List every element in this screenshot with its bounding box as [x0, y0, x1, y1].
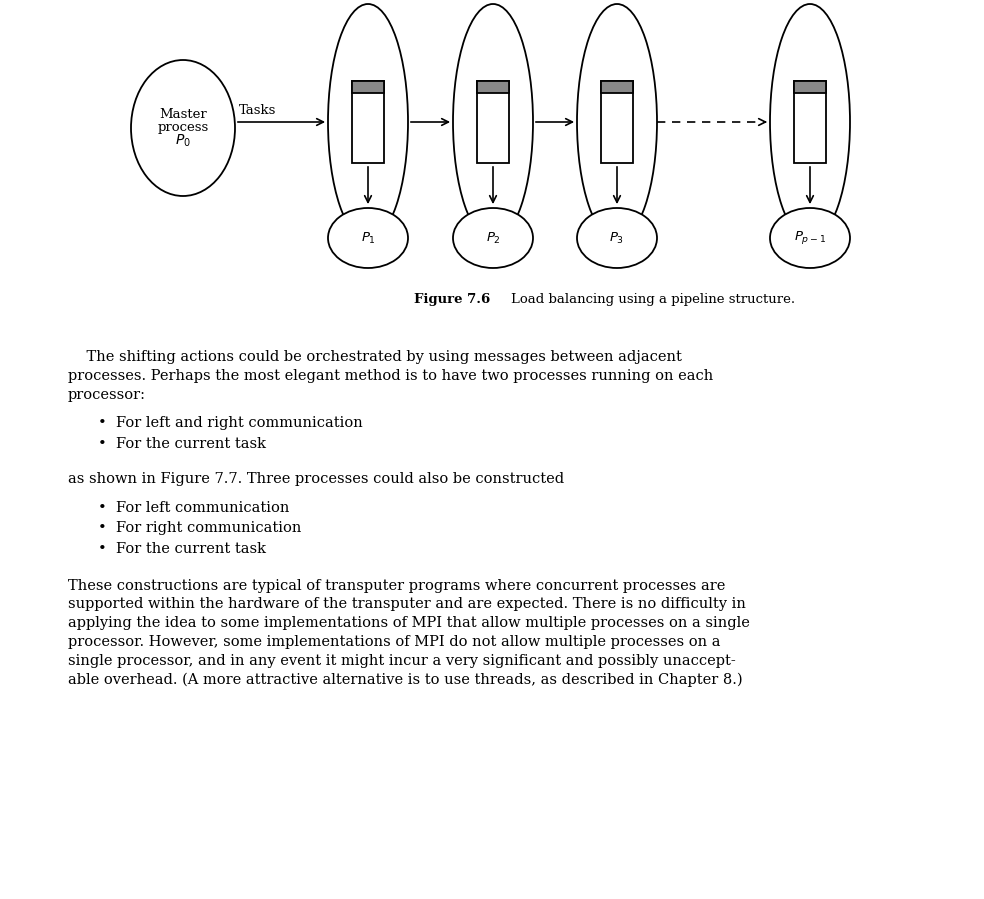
Bar: [352, 81, 384, 163]
Ellipse shape: [770, 4, 850, 240]
Text: $P_0$: $P_0$: [175, 133, 191, 149]
Text: supported within the hardware of the transputer and are expected. There is no di: supported within the hardware of the tra…: [68, 598, 746, 611]
Ellipse shape: [770, 208, 850, 268]
Ellipse shape: [577, 208, 657, 268]
Bar: [794, 81, 826, 93]
Bar: [477, 81, 509, 93]
Text: $P_1$: $P_1$: [360, 230, 376, 245]
Text: $P_2$: $P_2$: [485, 230, 501, 245]
Text: processor. However, some implementations of MPI do not allow multiple processes : processor. However, some implementations…: [68, 635, 720, 649]
Text: processor:: processor:: [68, 387, 146, 402]
Text: single processor, and in any event it might incur a very significant and possibl: single processor, and in any event it mi…: [68, 654, 736, 668]
Bar: [601, 81, 633, 163]
Text: The shifting actions could be orchestrated by using messages between adjacent: The shifting actions could be orchestrat…: [68, 350, 682, 364]
Text: able overhead. (A more attractive alternative is to use threads, as described in: able overhead. (A more attractive altern…: [68, 672, 743, 687]
Text: •  For left and right communication: • For left and right communication: [98, 416, 363, 431]
Bar: [794, 81, 826, 163]
Text: •  For right communication: • For right communication: [98, 521, 301, 535]
Text: $P_3$: $P_3$: [609, 230, 625, 245]
Text: as shown in Figure 7.7. Three processes could also be constructed: as shown in Figure 7.7. Three processes …: [68, 472, 564, 485]
Text: These constructions are typical of transputer programs where concurrent processe: These constructions are typical of trans…: [68, 579, 725, 592]
Ellipse shape: [131, 60, 235, 196]
Text: $P_{p-1}$: $P_{p-1}$: [794, 229, 827, 246]
Bar: [601, 81, 633, 93]
Text: Tasks: Tasks: [239, 104, 277, 117]
Text: Figure 7.6: Figure 7.6: [413, 293, 490, 306]
Text: •  For the current task: • For the current task: [98, 542, 266, 556]
Text: Master: Master: [159, 109, 207, 121]
Bar: [352, 81, 384, 93]
Text: •  For the current task: • For the current task: [98, 437, 266, 451]
Bar: [477, 81, 509, 163]
Text: applying the idea to some implementations of MPI that allow multiple processes o: applying the idea to some implementation…: [68, 616, 750, 630]
Text: process: process: [157, 121, 209, 135]
Text: processes. Perhaps the most elegant method is to have two processes running on e: processes. Perhaps the most elegant meth…: [68, 369, 713, 383]
Text: •  For left communication: • For left communication: [98, 501, 289, 514]
Ellipse shape: [328, 208, 408, 268]
Text: Load balancing using a pipeline structure.: Load balancing using a pipeline structur…: [494, 293, 795, 306]
Ellipse shape: [453, 4, 533, 240]
Ellipse shape: [328, 4, 408, 240]
Ellipse shape: [453, 208, 533, 268]
Ellipse shape: [577, 4, 657, 240]
